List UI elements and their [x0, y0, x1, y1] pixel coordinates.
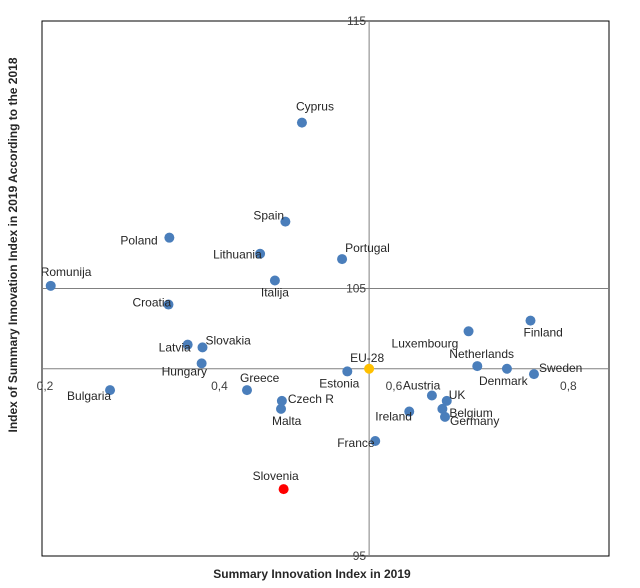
- data-point-poland: [164, 232, 175, 243]
- data-point-bulgaria: [105, 385, 116, 396]
- point-label-bulgaria: Bulgaria: [67, 389, 111, 403]
- data-point-czech-r: [276, 395, 287, 406]
- data-point-ireland: [404, 406, 415, 417]
- tick-labels: 0,2 0,4 0,6 0,8 95 105 115: [37, 14, 577, 563]
- point-label-slovakia: Slovakia: [206, 333, 252, 347]
- data-point-slovenia: [278, 484, 289, 495]
- point-label-greece: Greece: [240, 371, 280, 385]
- point-label-luxembourg: Luxembourg: [392, 336, 459, 350]
- data-point-austria: [426, 390, 437, 401]
- data-point-uk: [441, 395, 452, 406]
- point-label-latvia: Latvia: [159, 341, 191, 355]
- data-point-denmark: [501, 363, 512, 374]
- data-point-croatia: [163, 299, 174, 310]
- point-label-austria: Austria: [403, 379, 441, 393]
- point-label-poland: Poland: [120, 234, 157, 248]
- y-tick-label: 95: [353, 549, 367, 563]
- x-tick-label: 0,8: [560, 379, 577, 393]
- point-label-france: France: [337, 436, 375, 450]
- data-point-portugal: [337, 254, 348, 265]
- data-point-sweden: [528, 369, 539, 380]
- data-point-netherlands: [472, 361, 483, 372]
- point-label-portugal: Portugal: [345, 241, 390, 255]
- data-point-germany: [440, 411, 451, 422]
- data-point-malta: [276, 403, 287, 414]
- data-point-slovakia: [197, 342, 208, 353]
- point-label-belgium: Belgium: [449, 406, 492, 420]
- point-label-denmark: Denmark: [479, 374, 529, 388]
- point-label-uk: UK: [449, 388, 466, 402]
- point-label-eu-28: EU-28: [350, 351, 384, 365]
- data-point-france: [370, 435, 381, 446]
- data-point-estonia: [342, 366, 353, 377]
- x-tick-label: 0,6: [386, 379, 403, 393]
- data-point-lithuania: [255, 248, 266, 259]
- data-point-cyprus: [296, 117, 307, 128]
- point-label-italija: Italija: [261, 285, 289, 299]
- point-label-malta: Malta: [272, 414, 302, 428]
- x-axis-title: Summary Innovation Index in 2019: [213, 567, 411, 581]
- y-axis-title: Index of Summary Innovation Index in 201…: [6, 57, 20, 432]
- point-labels: Cyprus Spain Poland Lithuania Portugal Romuni…: [41, 100, 583, 483]
- y-tick-label: 115: [347, 14, 366, 28]
- data-point-romunija: [45, 280, 56, 291]
- data-point-belgium: [437, 403, 448, 414]
- data-point-luxembourg: [463, 326, 474, 337]
- x-tick-label: 0,4: [211, 379, 228, 393]
- data-point-greece: [241, 385, 252, 396]
- point-label-netherlands: Netherlands: [449, 347, 514, 361]
- point-label-romunija: Romunija: [41, 265, 92, 279]
- point-label-croatia: Croatia: [132, 296, 171, 310]
- data-point-spain: [280, 216, 291, 227]
- point-label-ireland: Ireland: [375, 410, 412, 424]
- point-label-lithuania: Lithuania: [213, 248, 262, 262]
- point-label-hungary: Hungary: [162, 364, 207, 378]
- data-point-italija: [269, 275, 280, 286]
- point-label-slovenia: Slovenia: [253, 469, 299, 483]
- point-label-czech-r: Czech R: [288, 392, 334, 406]
- y-tick-label: 105: [346, 282, 366, 296]
- point-label-cyprus: Cyprus: [296, 100, 334, 114]
- point-label-sweden: Sweden: [539, 361, 582, 375]
- data-points: [45, 117, 539, 495]
- data-point-hungary: [196, 358, 207, 369]
- point-label-finland: Finland: [523, 326, 562, 340]
- x-tick-label: 0,2: [37, 379, 54, 393]
- point-label-germany: Germany: [450, 414, 499, 428]
- data-point-latvia: [182, 339, 193, 350]
- data-point-eu-28: [364, 363, 375, 374]
- data-point-finland: [525, 315, 536, 326]
- point-label-spain: Spain: [253, 209, 284, 223]
- point-label-estonia: Estonia: [319, 376, 359, 390]
